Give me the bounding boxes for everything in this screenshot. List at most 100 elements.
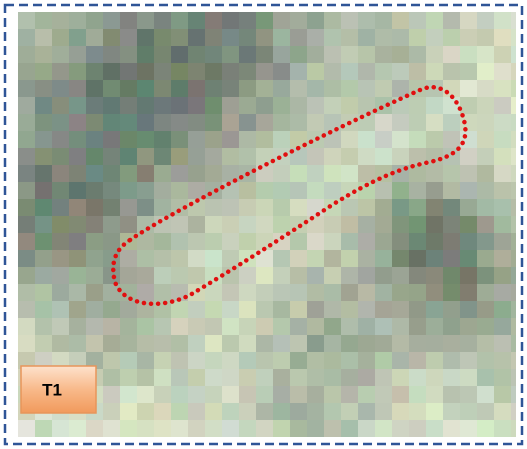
pixel xyxy=(443,386,461,404)
pixel xyxy=(341,216,359,234)
pixel xyxy=(375,335,393,353)
pixel xyxy=(120,131,138,149)
pixel xyxy=(35,267,53,285)
pixel xyxy=(256,114,274,132)
pixel xyxy=(375,352,393,370)
pixel xyxy=(86,335,104,353)
pixel xyxy=(256,199,274,217)
pixel xyxy=(222,63,240,81)
pixel xyxy=(120,199,138,217)
pixel xyxy=(460,301,478,319)
pixel xyxy=(409,403,427,421)
pixel xyxy=(18,420,36,438)
pixel xyxy=(273,301,291,319)
pixel xyxy=(52,165,70,183)
pixel xyxy=(477,369,495,387)
pixel xyxy=(477,131,495,149)
pixel xyxy=(69,97,87,115)
pixel xyxy=(18,114,36,132)
pixel xyxy=(375,233,393,251)
pixel xyxy=(103,386,121,404)
pixel xyxy=(358,63,376,81)
pixel xyxy=(239,403,257,421)
pixel xyxy=(222,386,240,404)
pixel xyxy=(35,233,53,251)
pixel xyxy=(256,267,274,285)
pixel xyxy=(137,80,155,98)
pixel xyxy=(222,12,240,30)
pixel xyxy=(171,165,189,183)
pixel xyxy=(511,267,527,285)
pixel xyxy=(35,97,53,115)
pixel xyxy=(52,318,70,336)
pixel xyxy=(511,148,527,166)
pixel xyxy=(154,165,172,183)
pixel xyxy=(273,97,291,115)
pixel xyxy=(392,131,410,149)
pixel xyxy=(375,63,393,81)
pixel xyxy=(103,12,121,30)
pixel xyxy=(307,301,325,319)
pixel xyxy=(35,284,53,302)
pixel xyxy=(188,386,206,404)
pixel xyxy=(103,97,121,115)
pixel xyxy=(375,386,393,404)
pixel xyxy=(171,386,189,404)
pixel xyxy=(171,250,189,268)
pixel xyxy=(103,301,121,319)
pixel xyxy=(392,182,410,200)
pixel xyxy=(18,12,36,30)
pixel xyxy=(477,318,495,336)
pixel xyxy=(154,80,172,98)
pixel xyxy=(443,29,461,47)
pixel xyxy=(375,114,393,132)
pixel xyxy=(256,80,274,98)
pixel xyxy=(494,182,512,200)
pixel xyxy=(494,352,512,370)
pixel xyxy=(324,97,342,115)
pixel xyxy=(273,199,291,217)
pixel xyxy=(443,165,461,183)
pixel xyxy=(324,335,342,353)
pixel xyxy=(273,182,291,200)
pixel xyxy=(392,284,410,302)
pixel xyxy=(375,301,393,319)
pixel xyxy=(358,80,376,98)
pixel xyxy=(69,233,87,251)
pixel xyxy=(222,97,240,115)
pixel xyxy=(494,403,512,421)
pixel xyxy=(477,352,495,370)
pixel xyxy=(324,63,342,81)
pixel xyxy=(171,63,189,81)
pixel xyxy=(239,199,257,217)
pixel xyxy=(273,369,291,387)
pixel xyxy=(188,420,206,438)
pixel xyxy=(341,250,359,268)
pixel xyxy=(409,369,427,387)
pixel xyxy=(511,12,527,30)
pixel xyxy=(171,267,189,285)
pixel xyxy=(69,420,87,438)
pixel xyxy=(137,352,155,370)
pixel xyxy=(477,12,495,30)
pixel xyxy=(154,199,172,217)
pixel xyxy=(324,420,342,438)
pixel xyxy=(256,386,274,404)
pixel xyxy=(307,182,325,200)
pixel xyxy=(477,233,495,251)
pixel xyxy=(52,80,70,98)
pixel xyxy=(290,97,308,115)
pixel xyxy=(205,29,223,47)
pixel xyxy=(324,250,342,268)
pixel xyxy=(205,420,223,438)
pixel xyxy=(120,216,138,234)
pixel xyxy=(324,301,342,319)
pixel xyxy=(103,131,121,149)
pixel xyxy=(188,114,206,132)
pixel xyxy=(392,216,410,234)
pixel xyxy=(443,403,461,421)
pixel xyxy=(341,420,359,438)
pixel xyxy=(18,131,36,149)
pixel xyxy=(392,199,410,217)
pixel xyxy=(35,114,53,132)
